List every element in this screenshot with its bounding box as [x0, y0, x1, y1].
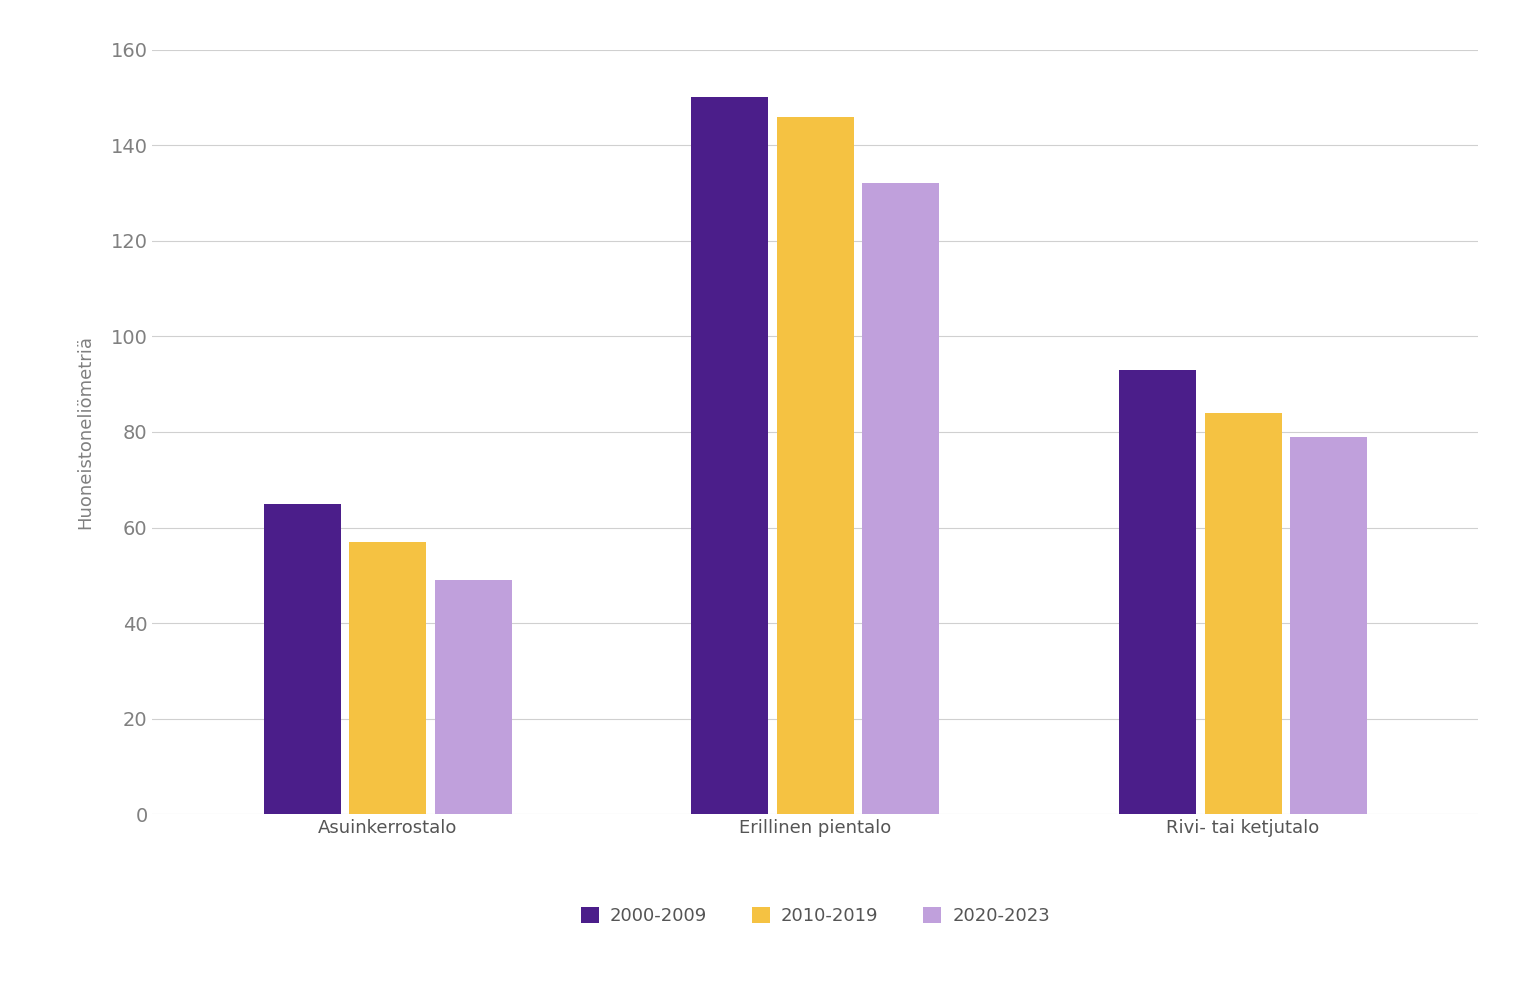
Bar — [434, 580, 512, 814]
Bar — [1204, 413, 1282, 814]
Bar — [863, 184, 939, 814]
Bar — [1119, 369, 1196, 814]
Bar — [1291, 437, 1367, 814]
Bar — [264, 503, 340, 814]
Bar — [349, 542, 427, 814]
Bar — [692, 97, 768, 814]
Bar — [777, 116, 853, 814]
Y-axis label: Huoneistoneliömetriä: Huoneistoneliömetriä — [76, 335, 94, 529]
Legend: 2000-2009, 2010-2019, 2020-2023: 2000-2009, 2010-2019, 2020-2023 — [573, 900, 1058, 932]
